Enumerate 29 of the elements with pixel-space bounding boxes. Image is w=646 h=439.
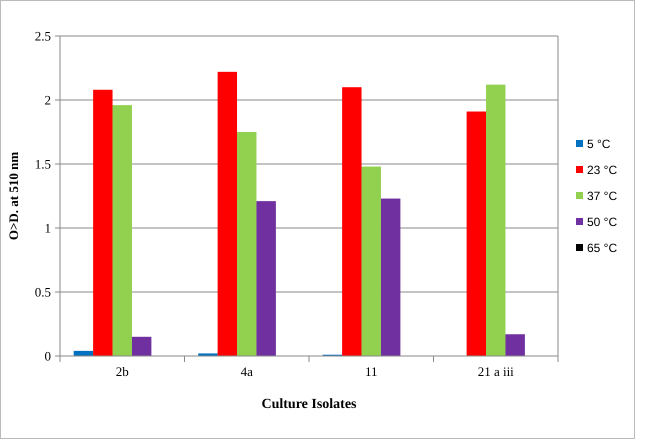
bar — [93, 90, 113, 356]
legend-label: 23 °C — [587, 163, 618, 178]
x-tick-label: 11 — [364, 364, 378, 379]
bar — [342, 87, 362, 356]
bar — [466, 112, 486, 356]
bar — [218, 72, 238, 356]
legend-label: 37 °C — [587, 189, 618, 204]
bar — [132, 336, 152, 356]
legend-label: 5 °C — [587, 137, 611, 152]
bar — [505, 334, 525, 356]
x-tick-label: 21 a iii — [478, 364, 514, 379]
legend-label: 50 °C — [587, 215, 618, 230]
x-tick-label: 4a — [240, 364, 254, 379]
bar — [380, 198, 400, 356]
y-axis-title: O>D. at 510 nm — [6, 152, 21, 240]
bar — [237, 132, 256, 356]
x-axis-title: Culture Isolates — [261, 397, 358, 412]
x-tick-label: 2b — [116, 364, 129, 379]
bar — [256, 201, 276, 356]
y-tick-label: 2 — [44, 92, 51, 108]
y-tick-label: 0.5 — [34, 284, 51, 300]
bar — [362, 166, 381, 356]
bar — [486, 84, 506, 356]
legend-label: 65 °C — [587, 241, 618, 256]
y-tick-label: 0 — [44, 348, 51, 364]
y-tick-label: 2.5 — [34, 28, 51, 44]
y-tick-label: 1.5 — [34, 156, 51, 172]
bar — [112, 105, 132, 356]
y-tick-label: 1 — [44, 220, 51, 236]
